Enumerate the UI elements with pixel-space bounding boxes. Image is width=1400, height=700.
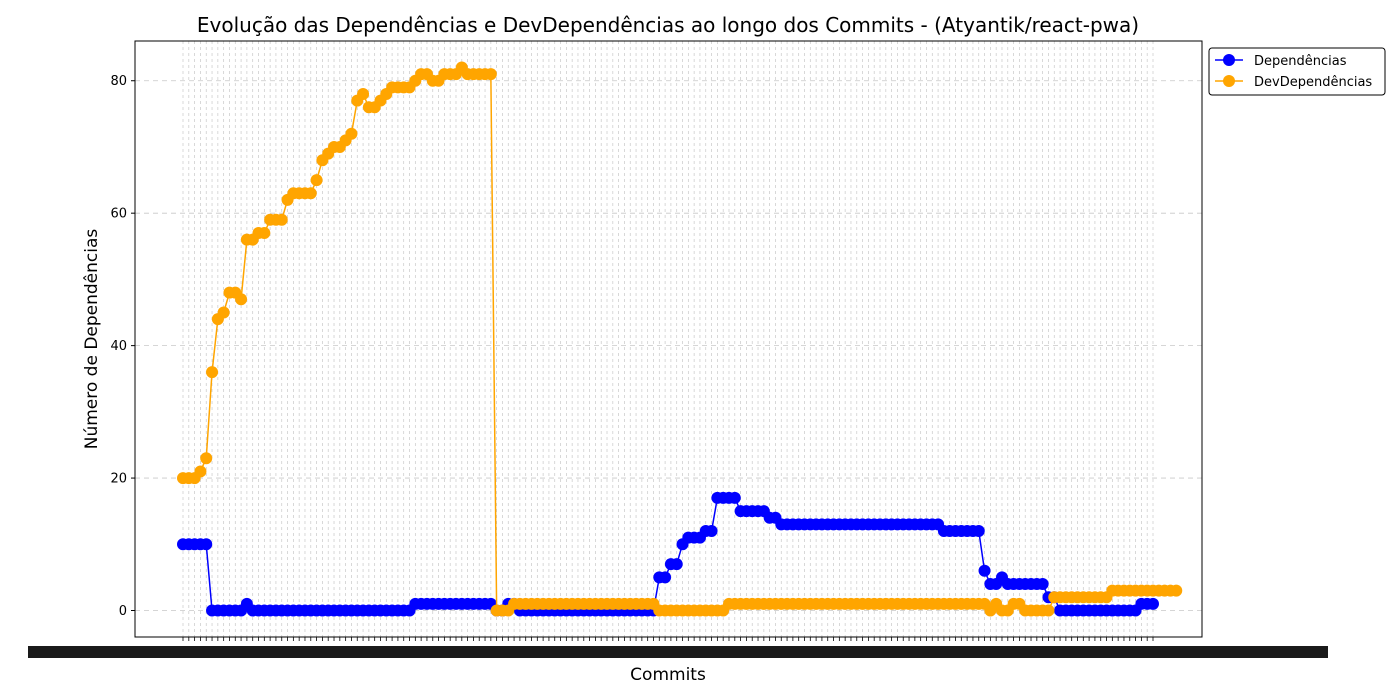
- series-devdependencias: [177, 61, 1183, 617]
- data-point: [978, 564, 991, 577]
- legend: Dependências DevDependências: [1208, 47, 1386, 96]
- data-point: [217, 306, 230, 319]
- data-point: [1170, 584, 1183, 597]
- y-tick-label: 20: [110, 472, 127, 487]
- data-point: [728, 491, 741, 504]
- data-point: [357, 87, 370, 100]
- data-point: [310, 174, 323, 187]
- data-point: [258, 227, 271, 240]
- data-point: [705, 525, 718, 538]
- legend-marker-dependencias: [1223, 54, 1235, 66]
- x-tick-labels-band: [28, 646, 1328, 658]
- data-point: [670, 558, 683, 571]
- legend-label-devdependencias: DevDependências: [1254, 75, 1372, 90]
- y-tick-label: 0: [119, 604, 127, 619]
- data-point: [200, 538, 213, 551]
- data-point: [1147, 597, 1159, 610]
- data-point: [1042, 604, 1055, 617]
- y-axis: 0 20 40 60 80: [110, 74, 135, 619]
- data-point: [484, 68, 497, 81]
- data-point: [304, 187, 317, 200]
- y-tick-label: 80: [110, 74, 127, 89]
- y-tick-label: 60: [110, 207, 127, 222]
- data-point: [200, 452, 213, 465]
- x-axis-label: Commits: [630, 665, 706, 685]
- y-tick-label: 40: [110, 339, 127, 354]
- data-point: [194, 465, 207, 478]
- data-point: [345, 127, 358, 140]
- chart-title: Evolução das Dependências e DevDependênc…: [197, 13, 1139, 37]
- legend-label-dependencias: Dependências: [1254, 54, 1347, 69]
- data-point: [659, 571, 672, 584]
- y-axis-label: Número de Dependências: [82, 229, 102, 450]
- data-point: [1036, 578, 1049, 591]
- legend-box: [1208, 47, 1386, 96]
- series-layer: [177, 61, 1183, 617]
- series-dependencias: [177, 491, 1159, 617]
- data-point: [206, 366, 219, 379]
- data-point: [235, 293, 248, 306]
- data-point: [275, 213, 288, 226]
- x-grid: [182, 41, 1154, 637]
- legend-marker-devdependencias: [1223, 75, 1235, 87]
- plot-area: [134, 40, 1203, 638]
- data-point: [972, 525, 985, 538]
- x-axis: [28, 637, 1328, 658]
- y-grid: [135, 80, 1202, 611]
